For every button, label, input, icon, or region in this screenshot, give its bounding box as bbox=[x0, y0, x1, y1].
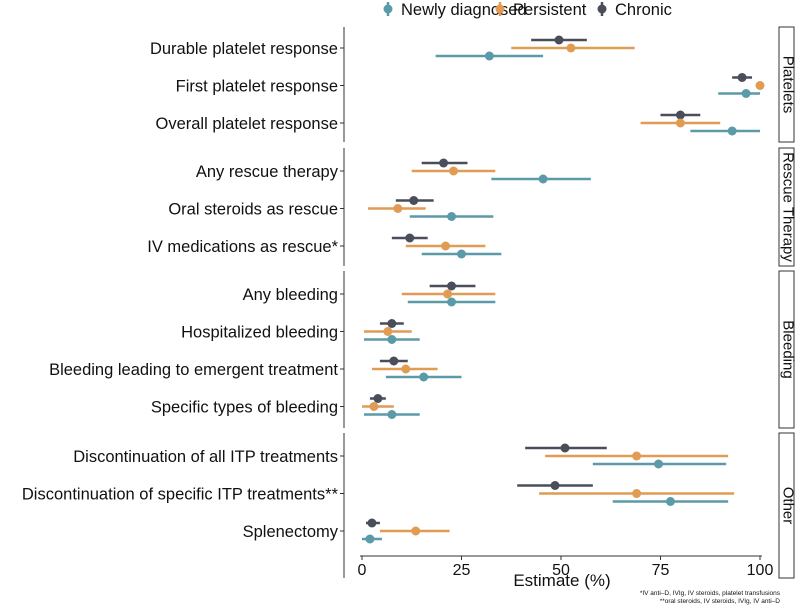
x-tick-label: 0 bbox=[358, 562, 367, 579]
chronic-point bbox=[550, 481, 560, 490]
x-tick-label: 75 bbox=[652, 562, 670, 579]
newly-point bbox=[741, 89, 751, 98]
persistent-point bbox=[632, 489, 642, 498]
legend-key-point bbox=[597, 4, 607, 14]
row-label: Durable platelet response bbox=[150, 40, 338, 58]
strip-box bbox=[778, 147, 795, 267]
strip-label: Bleeding bbox=[780, 320, 797, 378]
newly-point bbox=[387, 410, 397, 419]
panels: Platelets Durable platelet response First … bbox=[22, 26, 797, 579]
newly-point bbox=[457, 249, 466, 259]
persistent-point bbox=[401, 364, 411, 374]
x-tick-label: 50 bbox=[552, 562, 570, 579]
newly-point bbox=[665, 497, 675, 506]
row-label: Hospitalized bleeding bbox=[181, 324, 338, 342]
persistent-point bbox=[755, 81, 765, 90]
x-tick-label: 25 bbox=[453, 562, 471, 579]
footnote-1: *IV anti–D, IVIg, IV steroids, platelet … bbox=[640, 590, 781, 597]
row-label: Discontinuation of specific ITP treatmen… bbox=[22, 486, 339, 504]
x-tick-label: 100 bbox=[747, 562, 774, 579]
chronic-point bbox=[560, 443, 570, 453]
chronic-point bbox=[387, 319, 397, 328]
newly-point bbox=[365, 534, 375, 544]
chronic-point bbox=[389, 356, 399, 366]
newly-point bbox=[447, 212, 457, 221]
strip-box bbox=[778, 26, 795, 143]
x-axis-title: Estimate (%) bbox=[513, 571, 610, 590]
strip-label: Platelets bbox=[780, 56, 797, 114]
newly-point bbox=[447, 297, 457, 307]
legend-label: Persistent bbox=[513, 1, 587, 19]
persistent-point bbox=[566, 43, 576, 53]
row-label: Oral steroids as rescue bbox=[168, 201, 338, 219]
persistent-point bbox=[383, 327, 393, 336]
persistent-point bbox=[675, 118, 685, 128]
row-label: Overall platelet response bbox=[155, 115, 338, 133]
chronic-point bbox=[373, 394, 383, 403]
row-label: Specific types of bleeding bbox=[151, 399, 338, 417]
persistent-point bbox=[632, 451, 642, 461]
legend-label: Chronic bbox=[615, 1, 672, 19]
row-label: Discontinuation of all ITP treatments bbox=[73, 448, 338, 466]
newly-point bbox=[484, 51, 494, 61]
row-label: Any bleeding bbox=[243, 286, 338, 304]
chronic-point bbox=[554, 35, 564, 45]
persistent-point bbox=[369, 402, 379, 411]
chronic-point bbox=[409, 196, 419, 205]
persistent-point bbox=[443, 289, 453, 299]
persistent-point bbox=[441, 241, 451, 251]
chronic-point bbox=[439, 158, 449, 168]
persistent-point bbox=[411, 526, 421, 536]
footnote-2: **oral steroids, IV steroids, IVIg, IV a… bbox=[660, 598, 781, 605]
strip-label: Other bbox=[780, 487, 797, 525]
chronic-point bbox=[405, 233, 415, 243]
persistent-point bbox=[393, 204, 403, 213]
newly-point bbox=[387, 335, 397, 344]
legend-key-point bbox=[383, 4, 393, 14]
chronic-point bbox=[447, 281, 457, 291]
persistent-point bbox=[449, 166, 459, 176]
newly-point bbox=[654, 459, 664, 469]
legend-label: Newly diagnosed bbox=[401, 1, 527, 19]
x-axis: 0 25 50 75 100 bbox=[358, 555, 774, 579]
row-label: First platelet response bbox=[176, 78, 338, 96]
newly-point bbox=[538, 174, 548, 184]
newly-point bbox=[727, 126, 737, 136]
row-label: Splenectomy bbox=[243, 523, 339, 541]
newly-point bbox=[419, 372, 429, 382]
row-label: Any rescue therapy bbox=[196, 163, 339, 181]
chronic-point bbox=[675, 110, 685, 120]
chronic-point bbox=[367, 518, 377, 528]
legend-key-point bbox=[495, 4, 505, 14]
row-label: IV medications as rescue* bbox=[147, 238, 338, 256]
strip-label: Rescue Therapy bbox=[780, 152, 797, 262]
strip-box bbox=[778, 432, 795, 579]
strip-box bbox=[778, 270, 795, 429]
chronic-point bbox=[737, 73, 747, 82]
row-label: Bleeding leading to emergent treatment bbox=[49, 361, 338, 379]
